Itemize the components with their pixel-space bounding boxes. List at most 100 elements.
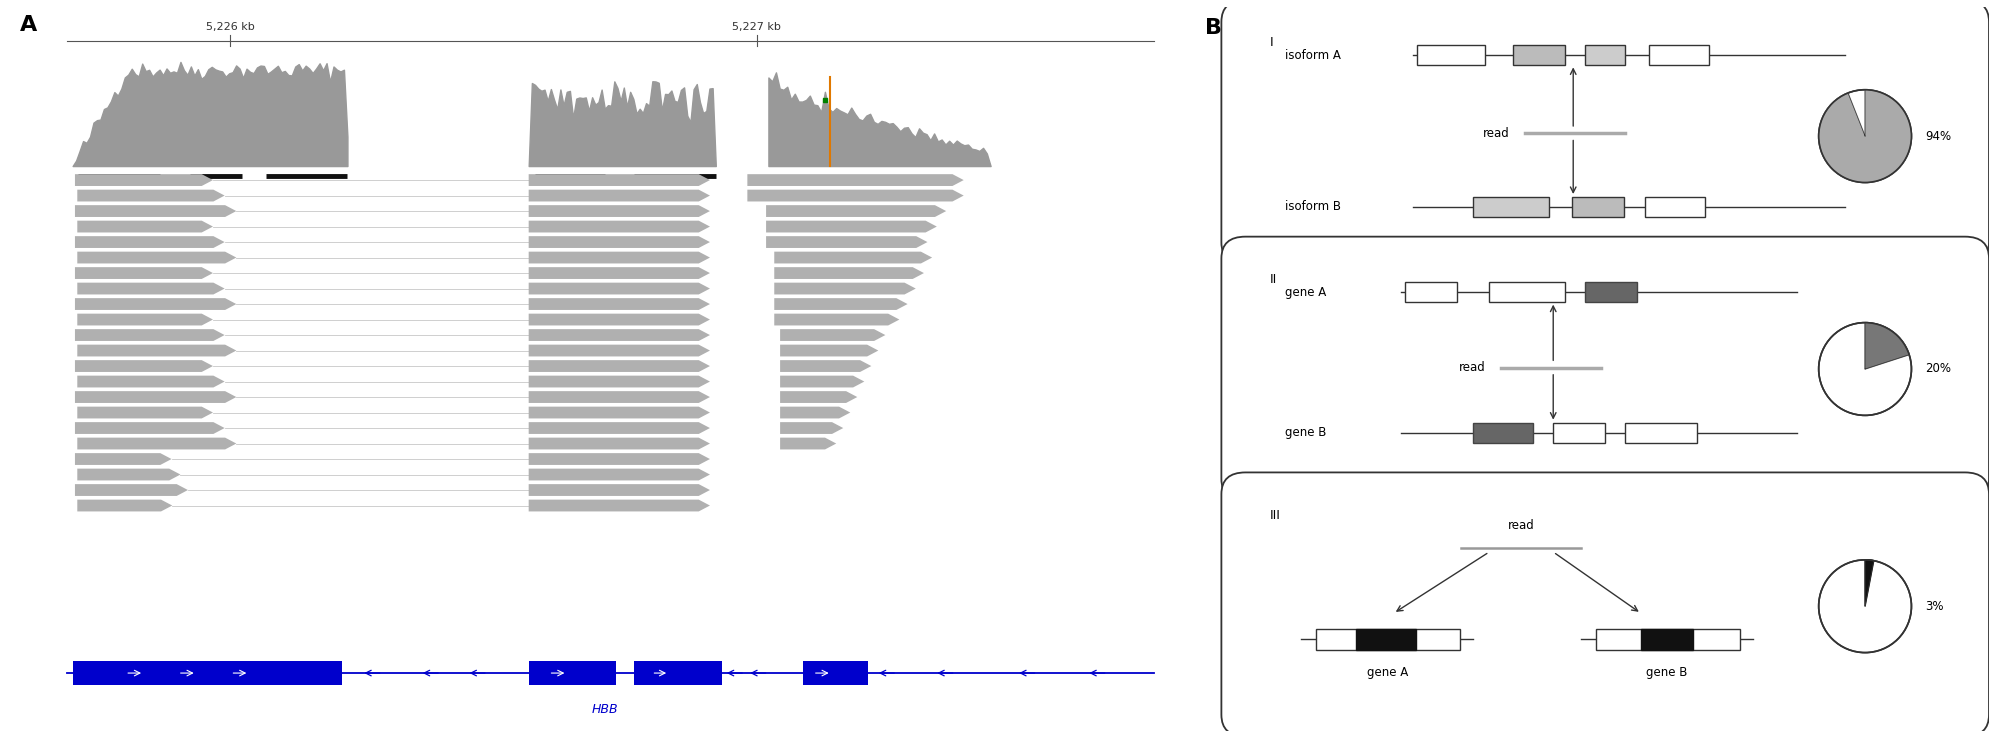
FancyArrow shape — [78, 438, 236, 449]
Bar — [1584, 45, 1624, 65]
FancyArrow shape — [747, 190, 963, 201]
FancyArrow shape — [779, 360, 871, 372]
FancyArrow shape — [779, 391, 857, 403]
FancyArrow shape — [74, 174, 214, 186]
FancyArrow shape — [779, 422, 843, 434]
FancyArrow shape — [527, 376, 709, 387]
Ellipse shape — [1818, 560, 1910, 652]
FancyArrow shape — [779, 376, 863, 387]
Bar — [1489, 282, 1564, 303]
Text: HBB: HBB — [591, 703, 617, 717]
Text: isoform B: isoform B — [1285, 201, 1341, 213]
FancyArrow shape — [74, 484, 188, 496]
Text: read: read — [1483, 127, 1508, 139]
Text: 5,227 kb: 5,227 kb — [731, 21, 781, 32]
FancyArrow shape — [527, 298, 709, 310]
FancyArrow shape — [527, 252, 709, 263]
FancyArrow shape — [779, 345, 877, 356]
FancyArrow shape — [74, 422, 224, 434]
FancyArrow shape — [78, 314, 214, 325]
FancyArrow shape — [779, 329, 885, 341]
Bar — [1473, 423, 1532, 443]
FancyArrow shape — [527, 205, 709, 217]
FancyArrow shape — [765, 236, 927, 248]
FancyArrow shape — [527, 236, 709, 248]
Bar — [1584, 282, 1636, 303]
Text: 20%: 20% — [1924, 362, 1950, 376]
FancyArrow shape — [527, 500, 709, 511]
FancyBboxPatch shape — [1221, 237, 1988, 500]
Ellipse shape — [1818, 90, 1910, 182]
Bar — [1640, 630, 1692, 649]
Bar — [1355, 630, 1415, 649]
Bar — [527, 661, 615, 685]
FancyArrow shape — [527, 267, 709, 279]
Bar — [1473, 197, 1548, 217]
FancyArrow shape — [779, 407, 849, 418]
Bar — [1512, 45, 1564, 65]
FancyArrow shape — [527, 190, 709, 201]
FancyArrow shape — [527, 360, 709, 372]
FancyArrow shape — [78, 345, 236, 356]
Text: gene A: gene A — [1285, 286, 1327, 299]
Text: gene B: gene B — [1285, 426, 1327, 439]
Text: B: B — [1205, 18, 1223, 38]
Text: II: II — [1269, 273, 1277, 286]
Text: gene A: gene A — [1367, 666, 1407, 678]
FancyArrow shape — [78, 190, 224, 201]
FancyArrow shape — [78, 500, 172, 511]
FancyArrow shape — [74, 360, 214, 372]
FancyArrow shape — [74, 205, 236, 217]
FancyArrow shape — [527, 407, 709, 418]
FancyArrow shape — [74, 391, 236, 403]
FancyArrow shape — [78, 407, 214, 418]
FancyArrow shape — [74, 267, 214, 279]
FancyBboxPatch shape — [1221, 472, 1988, 737]
FancyArrow shape — [527, 345, 709, 356]
Bar — [72, 661, 342, 685]
FancyArrow shape — [773, 314, 899, 325]
FancyArrow shape — [527, 422, 709, 434]
FancyArrow shape — [78, 221, 214, 232]
FancyArrow shape — [74, 453, 172, 465]
Polygon shape — [1864, 323, 1908, 369]
FancyArrow shape — [527, 314, 709, 325]
FancyArrow shape — [78, 376, 224, 387]
Bar — [1570, 197, 1622, 217]
Text: 3%: 3% — [1924, 600, 1942, 613]
FancyArrow shape — [527, 438, 709, 449]
Text: read: read — [1506, 520, 1534, 532]
FancyArrow shape — [779, 438, 835, 449]
Text: 5,226 kb: 5,226 kb — [206, 21, 254, 32]
FancyBboxPatch shape — [1221, 0, 1988, 264]
FancyArrow shape — [527, 453, 709, 465]
FancyArrow shape — [527, 469, 709, 480]
FancyArrow shape — [527, 329, 709, 341]
Bar — [1315, 630, 1459, 649]
FancyArrow shape — [78, 283, 224, 294]
Bar — [1644, 197, 1704, 217]
Text: A: A — [20, 15, 38, 35]
Bar — [1624, 423, 1696, 443]
Bar — [1552, 423, 1604, 443]
FancyArrow shape — [527, 484, 709, 496]
Bar — [633, 661, 721, 685]
Bar — [803, 661, 867, 685]
FancyArrow shape — [747, 174, 963, 186]
Text: 94%: 94% — [1924, 130, 1950, 142]
FancyArrow shape — [527, 391, 709, 403]
Bar — [1405, 282, 1457, 303]
FancyArrow shape — [773, 267, 923, 279]
FancyArrow shape — [78, 252, 236, 263]
Text: gene B: gene B — [1646, 666, 1686, 678]
Polygon shape — [1864, 560, 1872, 606]
FancyArrow shape — [527, 174, 709, 186]
FancyArrow shape — [74, 298, 236, 310]
Polygon shape — [1818, 90, 1910, 182]
Bar — [1594, 630, 1738, 649]
Text: III: III — [1269, 508, 1279, 522]
Ellipse shape — [1818, 323, 1910, 415]
FancyArrow shape — [773, 298, 907, 310]
Text: I: I — [1269, 36, 1273, 49]
FancyArrow shape — [527, 283, 709, 294]
